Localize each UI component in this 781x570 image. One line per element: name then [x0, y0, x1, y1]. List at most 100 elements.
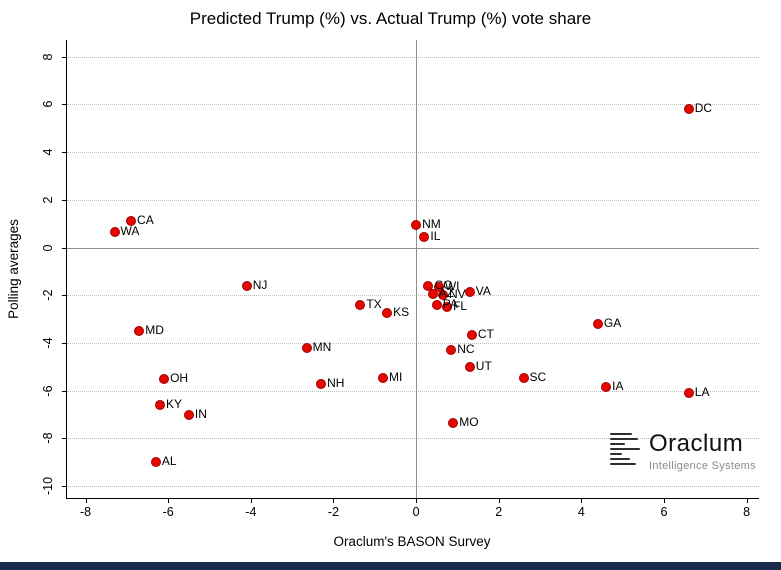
y-tick-mark	[62, 199, 67, 201]
x-tick-label: 6	[660, 505, 668, 519]
data-point	[431, 299, 442, 310]
x-tick-label: 2	[495, 505, 503, 519]
logo-bar	[610, 443, 625, 445]
data-point-label: UT	[475, 358, 492, 373]
data-point	[427, 289, 438, 300]
y-tick-label: -6	[41, 385, 55, 397]
data-point-label: SC	[529, 369, 547, 384]
y-tick-label: -10	[41, 477, 55, 496]
data-point-label: AZ	[438, 286, 454, 301]
data-point-label: CA	[137, 213, 154, 228]
y-tick-mark	[62, 152, 67, 154]
data-point	[159, 373, 170, 384]
x-tick-mark	[333, 498, 335, 503]
bottom-accent-bar	[0, 562, 781, 570]
data-point-label: IL	[430, 228, 441, 243]
y-gridline	[67, 390, 759, 392]
data-point-label: NM	[422, 216, 441, 231]
logo-name: Oraclum	[649, 430, 744, 457]
x-tick-mark	[498, 498, 500, 503]
x-tick-mark	[168, 498, 170, 503]
data-point-label: AL	[161, 454, 177, 469]
data-point	[183, 409, 194, 420]
data-point-label: NH	[327, 375, 345, 390]
data-point-label: CT	[477, 326, 494, 341]
y-tick-label: 8	[41, 53, 55, 61]
y-gridline	[67, 56, 759, 58]
x-tick-label: -4	[245, 505, 257, 519]
data-point-label: IA	[612, 379, 624, 394]
data-point-label: KS	[393, 305, 410, 320]
logo-bar	[610, 433, 632, 435]
x-tick-label: -6	[162, 505, 174, 519]
data-point-label: TX	[366, 296, 382, 311]
y-tick-label: 4	[41, 148, 55, 156]
y-tick-mark	[62, 486, 67, 488]
y-tick-mark	[62, 390, 67, 392]
y-gridline	[67, 295, 759, 297]
x-tick-mark	[416, 498, 418, 503]
data-point	[109, 227, 120, 238]
plot-area: -8 -6 -4 -2 0 2 4 6 8 8 6 4 2 0 -2 -4 -6 -8 -10 WA CA MD OH KY A…	[41, 40, 759, 519]
chart-title: Predicted Trump (%) vs. Actual Trump (%)…	[189, 9, 592, 28]
x-tick-label: -8	[80, 505, 92, 519]
y-tick-mark	[62, 247, 67, 249]
data-point	[355, 299, 366, 310]
x-tick-label: 4	[577, 505, 585, 519]
data-point	[419, 231, 430, 242]
data-point	[448, 417, 459, 428]
data-point-label: GA	[603, 315, 622, 330]
logo-subtitle: Intelligence Systems	[649, 460, 756, 472]
data-point	[301, 342, 312, 353]
data-point	[592, 318, 603, 329]
y-tick-label: 2	[41, 196, 55, 204]
data-point	[134, 326, 145, 337]
y-gridline	[67, 152, 759, 154]
y-tick-mark	[62, 438, 67, 440]
data-point-label: MO	[459, 414, 479, 429]
y-gridline	[67, 486, 759, 488]
x-tick-mark	[581, 498, 583, 503]
zero-reference-line-horizontal	[67, 247, 759, 249]
data-point-label: WI	[444, 278, 460, 293]
data-point	[601, 382, 612, 393]
oraclum-logo-icon	[610, 433, 640, 468]
y-tick-mark	[62, 56, 67, 58]
y-axis-title: Polling averages	[6, 219, 21, 319]
y-tick-mark	[62, 295, 67, 297]
data-point-label: IN	[194, 406, 207, 421]
data-point-label: MN	[312, 339, 332, 354]
data-point	[150, 457, 161, 468]
y-gridline	[67, 104, 759, 106]
data-point	[446, 345, 457, 356]
data-point-label: VA	[475, 283, 491, 298]
oraclum-logo: Oraclum Intelligence Systems	[610, 430, 770, 472]
data-point-label: NJ	[252, 277, 268, 292]
logo-bar	[610, 453, 622, 455]
data-point	[442, 302, 453, 313]
y-tick-label: 6	[41, 100, 55, 108]
y-gridline	[67, 438, 759, 440]
y-gridline	[67, 342, 759, 344]
data-point	[518, 372, 529, 383]
x-tick-mark	[85, 498, 87, 503]
x-axis-title: Oraclum's BASON Survey	[333, 534, 491, 549]
data-point	[683, 104, 694, 115]
data-point	[464, 361, 475, 372]
data-point-label: NV	[448, 287, 466, 302]
y-tick-label: -4	[41, 337, 55, 349]
y-tick-label: -2	[41, 289, 55, 301]
data-point	[464, 286, 475, 297]
data-point	[126, 216, 137, 227]
y-tick-mark	[62, 104, 67, 106]
data-point	[411, 219, 422, 230]
data-point-label: NC	[457, 342, 475, 357]
y-tick-label: -8	[41, 432, 55, 444]
x-tick-mark	[663, 498, 665, 503]
data-point	[683, 388, 694, 399]
data-point	[316, 378, 327, 389]
data-point	[378, 372, 389, 383]
logo-bar	[610, 463, 636, 465]
logo-bar	[610, 448, 640, 450]
